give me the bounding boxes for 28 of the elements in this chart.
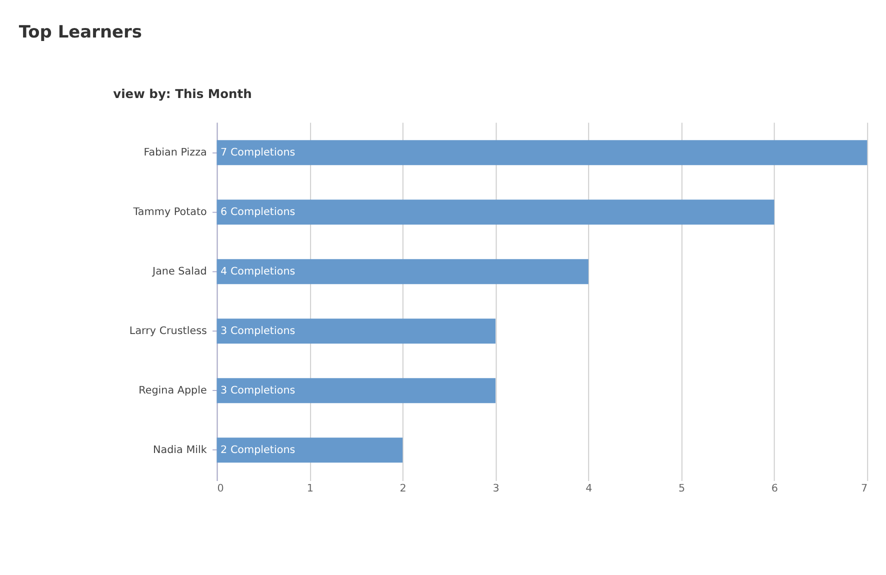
x-tick-label: 2: [400, 482, 406, 494]
x-tick-label: 5: [678, 482, 686, 494]
y-tick-label: Regina Apple: [138, 384, 207, 396]
text: view by: This Month: [113, 86, 252, 101]
chart-title: Top Learners: [18, 21, 142, 42]
bar: [216, 200, 774, 225]
bar: [216, 140, 868, 166]
y-tick-label: Jane Salad: [152, 265, 207, 278]
y-tick-label: Larry Crustless: [129, 324, 207, 337]
data-label: 4 Completions: [220, 265, 296, 278]
data-label: 6 Completions: [220, 206, 296, 218]
y-tick-label: Fabian Pizza: [144, 146, 207, 158]
x-tick-label: 1: [306, 482, 314, 494]
bar: [216, 318, 496, 344]
data-label: 3 Completions: [220, 384, 296, 396]
x-tick-label: 7: [861, 482, 868, 494]
bar: [216, 378, 496, 404]
x-tick-label: 3: [492, 482, 500, 494]
x-tick-label: 0: [217, 482, 224, 494]
bar: [216, 438, 403, 463]
y-tick-label: Nadia Milk: [153, 444, 207, 456]
x-tick-label: 6: [771, 482, 778, 494]
bar: [216, 259, 588, 284]
data-label: 7 Completions: [220, 146, 296, 158]
x-tick-label: 4: [586, 482, 593, 494]
y-tick-label: Tammy Potato: [132, 206, 207, 218]
data-label: 3 Completions: [220, 324, 296, 337]
data-label: 2 Completions: [220, 444, 296, 456]
